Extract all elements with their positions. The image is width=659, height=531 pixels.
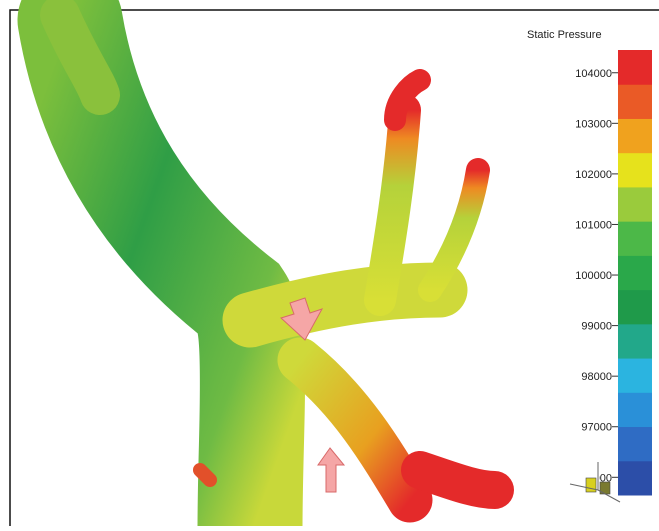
colorbar-band <box>618 323 652 359</box>
colorbar-title: Static Pressure <box>527 29 602 41</box>
colorbar-band <box>618 358 652 393</box>
colorbar-tick-label: 104000 <box>575 68 612 80</box>
colorbar: 9600097000980009900010000010100010200010… <box>575 50 652 496</box>
colorbar-band <box>618 221 652 256</box>
colorbar-tick-label: 98000 <box>581 371 612 383</box>
colorbar-band <box>618 460 652 496</box>
colorbar-tick-label: 103000 <box>575 118 612 130</box>
flow-arrows <box>280 297 346 493</box>
colorbar-band <box>618 152 652 188</box>
colorbar-tick-label: 100000 <box>575 270 612 282</box>
colorbar-tick-label: 102000 <box>575 169 612 181</box>
colorbar-band <box>618 84 652 119</box>
colorbar-band <box>618 392 652 428</box>
axis-triad <box>569 462 621 503</box>
colorbar-tick-label: 97000 <box>581 422 612 434</box>
colorbar-band <box>618 289 652 325</box>
colorbar-tick-label: 99000 <box>581 321 612 333</box>
colorbar-band <box>618 255 652 291</box>
vessel-model <box>17 0 514 531</box>
colorbar-band <box>618 118 652 154</box>
colorbar-tick-label: 101000 <box>575 219 612 231</box>
colorbar-band <box>618 426 652 462</box>
colorbar-band <box>618 186 652 222</box>
colorbar-band <box>618 50 652 85</box>
